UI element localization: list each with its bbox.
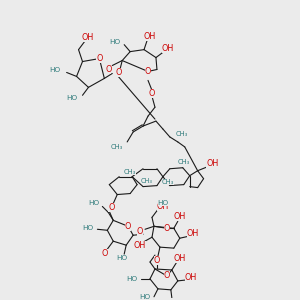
Text: O: O xyxy=(101,249,107,258)
Text: HO: HO xyxy=(50,68,61,74)
Text: OH: OH xyxy=(157,202,169,211)
Text: CH₃: CH₃ xyxy=(141,178,153,184)
Text: O: O xyxy=(96,54,103,63)
Text: HO: HO xyxy=(126,276,137,282)
Text: HO: HO xyxy=(82,225,93,231)
Text: O: O xyxy=(164,272,170,280)
Text: OH: OH xyxy=(162,44,174,53)
Text: O: O xyxy=(125,222,131,231)
Text: OH: OH xyxy=(134,241,146,250)
Text: OH: OH xyxy=(184,273,197,282)
Text: HO: HO xyxy=(109,39,120,45)
Text: CH₃: CH₃ xyxy=(162,178,174,184)
Text: HO: HO xyxy=(117,255,128,261)
Text: HO: HO xyxy=(88,200,99,206)
Text: O: O xyxy=(137,227,143,236)
Text: CH₃: CH₃ xyxy=(124,169,136,175)
Text: O: O xyxy=(105,65,112,74)
Text: OH: OH xyxy=(174,254,186,262)
Text: O: O xyxy=(145,67,151,76)
Text: OH: OH xyxy=(206,159,219,168)
Text: O: O xyxy=(115,68,122,77)
Text: CH₃: CH₃ xyxy=(176,131,188,137)
Text: O: O xyxy=(108,203,115,212)
Text: O: O xyxy=(164,224,170,233)
Text: OH: OH xyxy=(144,32,156,41)
Text: CH₃: CH₃ xyxy=(177,159,190,165)
Text: OH: OH xyxy=(187,229,199,238)
Text: O: O xyxy=(154,256,160,265)
Text: HO: HO xyxy=(139,294,150,300)
Text: HO: HO xyxy=(66,95,77,101)
Text: OH: OH xyxy=(81,33,94,42)
Text: OH: OH xyxy=(174,212,186,221)
Text: HO: HO xyxy=(158,200,169,206)
Text: CH₃: CH₃ xyxy=(111,144,123,150)
Text: O: O xyxy=(149,89,155,98)
